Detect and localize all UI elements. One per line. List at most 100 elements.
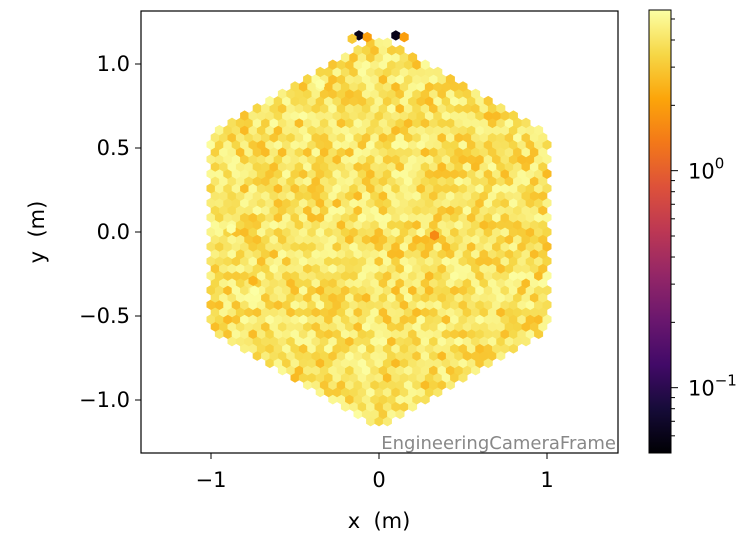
camera-pixel — [454, 263, 464, 274]
camera-pixel — [466, 168, 476, 180]
camera-pixel — [269, 335, 279, 347]
camera-pixel — [508, 299, 518, 310]
camera-pixel — [395, 59, 405, 70]
camera-pixel — [437, 190, 447, 201]
camera-pixel — [441, 372, 451, 383]
camera-pixel — [391, 357, 401, 369]
camera-pixel — [273, 284, 283, 296]
camera-pixel — [298, 81, 308, 92]
camera-pixel — [374, 52, 384, 63]
camera-pixel — [412, 146, 422, 158]
camera-pixel — [458, 154, 468, 165]
camera-pixel — [366, 81, 376, 92]
camera-pixel — [496, 175, 506, 187]
camera-pixel — [286, 350, 296, 361]
camera-pixel — [269, 292, 279, 303]
camera-pixel — [487, 234, 497, 245]
camera-pixel — [319, 234, 329, 245]
camera-pixel — [286, 219, 296, 230]
camera-pixel — [462, 219, 472, 230]
camera-pixel — [252, 132, 262, 143]
camera-pixel — [378, 306, 388, 318]
camera-pixel — [366, 139, 376, 150]
camera-pixel — [471, 350, 481, 361]
camera-pixel — [345, 219, 355, 230]
camera-pixel — [240, 284, 250, 296]
camera-pixel — [412, 132, 422, 143]
camera-pixel — [361, 132, 371, 143]
camera-pixel — [227, 292, 237, 303]
camera-pixel — [345, 132, 355, 143]
camera-pixel — [466, 110, 476, 121]
camera-pixel — [424, 139, 434, 150]
camera-pixel — [298, 284, 308, 296]
camera-pixel — [353, 219, 363, 230]
camera-pixel — [324, 139, 334, 150]
camera-pixel — [277, 219, 287, 230]
camera-pixel — [366, 343, 376, 354]
camera-pixel — [450, 314, 460, 325]
camera-pixel — [315, 255, 325, 267]
camera-pixel — [450, 226, 460, 238]
camera-pixel — [206, 241, 216, 252]
camera-pixel — [424, 183, 434, 194]
camera-pixel — [349, 226, 359, 238]
camera-pixel — [408, 328, 418, 340]
camera-pixel — [429, 350, 439, 361]
camera-pixel — [420, 306, 430, 318]
camera-pixel — [412, 190, 422, 201]
camera-pixel — [496, 146, 506, 158]
camera-pixel — [471, 117, 481, 129]
camera-pixel — [298, 241, 308, 252]
camera-pixel — [370, 234, 380, 245]
camera-pixel — [483, 357, 493, 369]
camera-pixel — [466, 255, 476, 267]
camera-pixel — [336, 321, 346, 332]
camera-pixel — [336, 175, 346, 187]
camera-pixel — [290, 241, 300, 252]
camera-pixel — [483, 212, 493, 223]
camera-pixel — [332, 226, 342, 238]
camera-pixel — [357, 66, 367, 78]
camera-pixel — [500, 124, 510, 136]
camera-pixel — [298, 212, 308, 223]
camera-pixel — [290, 197, 300, 209]
camera-pixel — [277, 88, 287, 99]
camera-pixel — [244, 161, 254, 172]
camera-pixel — [307, 343, 317, 354]
camera-pixel — [492, 255, 502, 267]
camera-pixel — [483, 241, 493, 252]
camera-pixel — [235, 292, 245, 303]
camera-pixel — [223, 299, 233, 310]
camera-pixel — [303, 306, 313, 318]
camera-pixel — [374, 328, 384, 340]
camera-pixel — [529, 161, 539, 172]
camera-pixel — [361, 59, 371, 70]
camera-pixel — [437, 234, 447, 245]
camera-pixel — [223, 124, 233, 136]
camera-pixel — [487, 350, 497, 361]
camera-pixel — [437, 306, 447, 318]
camera-pixel — [399, 66, 409, 78]
camera-pixel — [290, 328, 300, 340]
camera-pixel — [374, 197, 384, 209]
camera-pixel — [450, 357, 460, 369]
camera-pixel — [244, 117, 254, 129]
camera-pixel — [366, 154, 376, 165]
camera-pixel — [487, 292, 497, 303]
camera-pixel — [273, 110, 283, 121]
camera-pixel — [240, 241, 250, 252]
camera-pixel — [391, 299, 401, 310]
camera-pixel — [433, 343, 443, 354]
camera-pixel — [492, 110, 502, 121]
camera-pixels — [206, 37, 552, 427]
camera-pixel — [458, 314, 468, 325]
camera-pixel — [307, 241, 317, 252]
camera-pixel — [252, 248, 262, 260]
outlier-pixels — [226, 30, 439, 297]
camera-pixel — [269, 219, 279, 230]
camera-pixel — [445, 263, 455, 274]
camera-pixel — [231, 183, 241, 194]
camera-pixel — [378, 321, 388, 332]
